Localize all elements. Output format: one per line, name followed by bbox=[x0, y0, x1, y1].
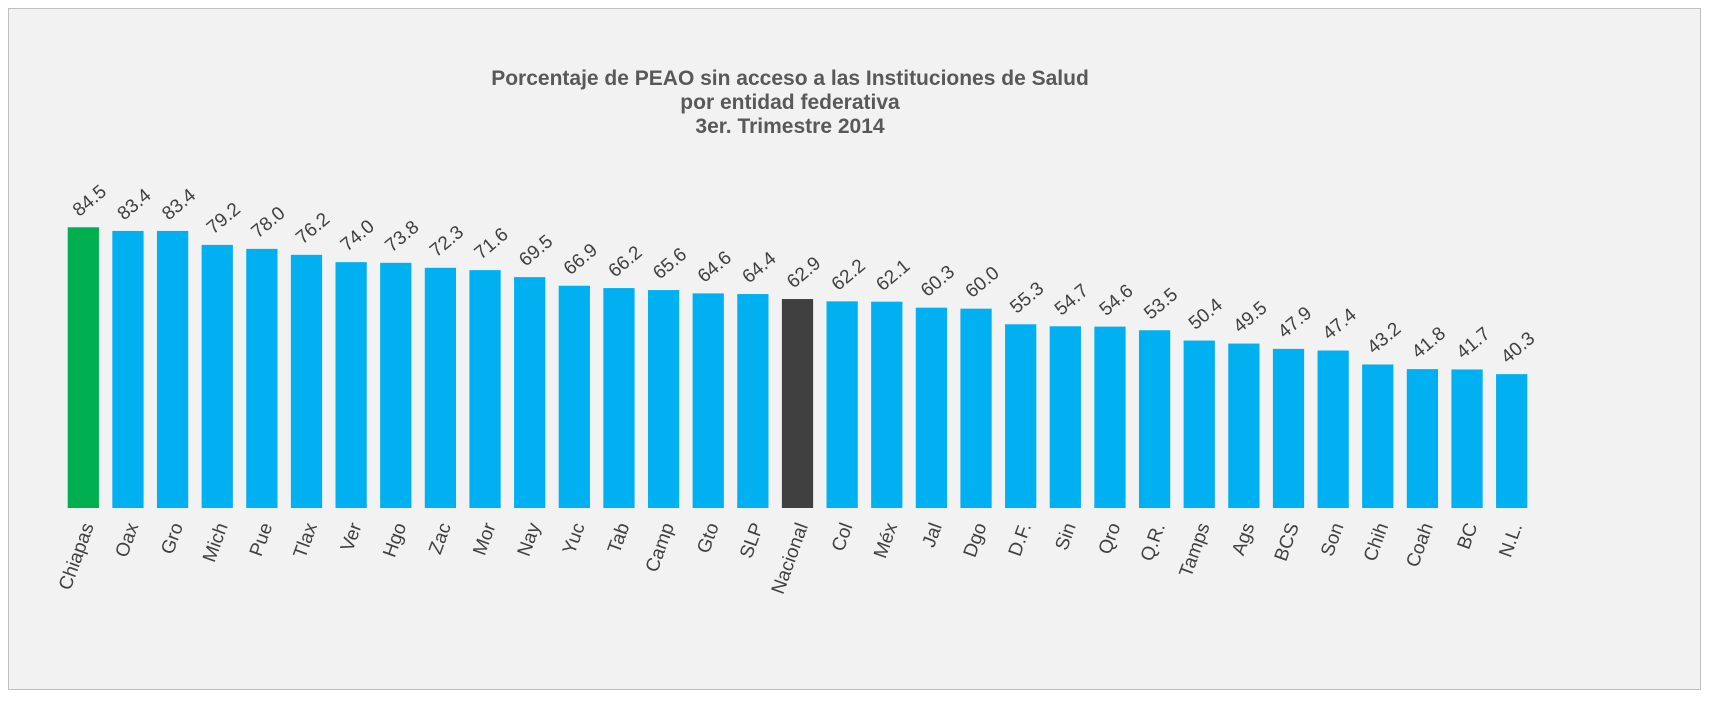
chart-title: Porcentaje de PEAO sin acceso a las Inst… bbox=[491, 67, 1089, 90]
bar bbox=[1228, 343, 1260, 508]
bar bbox=[558, 285, 590, 508]
bar bbox=[156, 230, 189, 508]
bar bbox=[424, 267, 457, 508]
chart-subtitle: por entidad federativa bbox=[680, 91, 900, 114]
bar bbox=[514, 277, 546, 508]
bar bbox=[1005, 324, 1037, 508]
bar bbox=[960, 308, 992, 508]
bar bbox=[290, 254, 323, 508]
bar bbox=[647, 290, 680, 508]
bar bbox=[1049, 326, 1081, 508]
bar bbox=[1094, 326, 1126, 508]
bar bbox=[871, 301, 903, 508]
bar bbox=[692, 293, 724, 508]
bar bbox=[1406, 369, 1439, 508]
bar bbox=[112, 230, 144, 508]
bar bbox=[603, 288, 635, 508]
bar bbox=[469, 270, 501, 508]
bar bbox=[380, 262, 412, 508]
bar bbox=[826, 301, 858, 508]
bar bbox=[737, 294, 769, 508]
bar bbox=[1451, 369, 1483, 508]
bar bbox=[781, 299, 814, 508]
bar bbox=[1496, 374, 1528, 508]
bar bbox=[1138, 330, 1171, 508]
bar bbox=[1317, 350, 1349, 508]
bar bbox=[67, 227, 99, 508]
bar bbox=[335, 262, 367, 508]
chart-subtitle: 3er. Trimestre 2014 bbox=[695, 115, 884, 138]
bar bbox=[201, 244, 233, 508]
bar bbox=[246, 248, 278, 508]
bar bbox=[915, 307, 948, 508]
bar bbox=[1272, 348, 1305, 508]
bar bbox=[1362, 364, 1394, 508]
bar bbox=[1183, 340, 1215, 508]
